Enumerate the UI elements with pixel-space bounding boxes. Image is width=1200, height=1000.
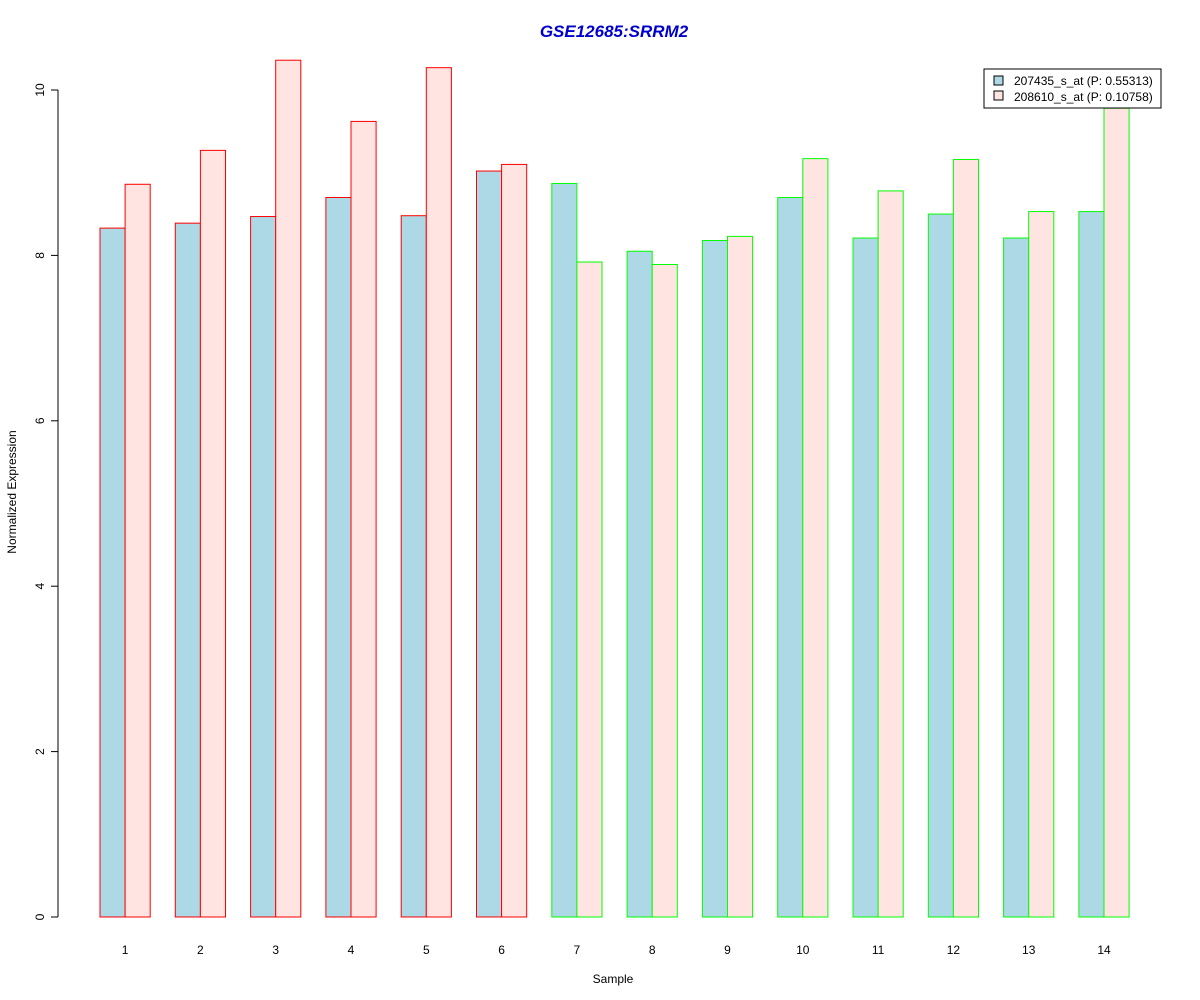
x-tick-label: 4 bbox=[348, 943, 355, 957]
y-tick-label: 6 bbox=[33, 417, 47, 424]
y-axis: 0 2 4 6 8 10 bbox=[33, 83, 59, 920]
bar-sample-9-series-2 bbox=[727, 235, 754, 918]
legend-swatch bbox=[993, 90, 1004, 101]
bar-sample-12-series-1 bbox=[927, 213, 954, 918]
x-tick-label: 5 bbox=[423, 943, 430, 957]
x-tick-label: 2 bbox=[197, 943, 204, 957]
bar-sample-14-series-1 bbox=[1078, 211, 1105, 918]
x-tick-label: 13 bbox=[1022, 943, 1036, 957]
x-tick-label: 8 bbox=[649, 943, 656, 957]
bar-sample-5-series-2 bbox=[425, 67, 452, 918]
bar-sample-3-series-1 bbox=[250, 216, 277, 918]
bar-sample-10-series-2 bbox=[802, 158, 829, 918]
bar-sample-12-series-2 bbox=[952, 158, 980, 918]
y-tick-label: 4 bbox=[33, 583, 47, 590]
y-tick-label: 10 bbox=[33, 83, 47, 97]
x-tick-label: 9 bbox=[724, 943, 731, 957]
bar-sample-8-series-2 bbox=[651, 263, 678, 918]
legend-label: 208610_s_at (P: 0.10758) bbox=[1014, 90, 1153, 104]
bar-sample-4-series-1 bbox=[325, 197, 352, 918]
y-axis-title: Normalized Expression bbox=[5, 430, 19, 553]
bar-sample-1-series-2 bbox=[124, 183, 151, 918]
bar-sample-7-series-2 bbox=[576, 261, 603, 918]
bar-sample-11-series-2 bbox=[877, 190, 904, 918]
bar-sample-2-series-2 bbox=[199, 149, 226, 918]
legend-swatch bbox=[993, 75, 1004, 86]
bar-sample-14-series-2 bbox=[1103, 107, 1130, 918]
y-tick-label: 8 bbox=[33, 252, 47, 259]
bar-sample-3-series-2 bbox=[275, 59, 302, 918]
bar-sample-8-series-1 bbox=[626, 250, 653, 918]
x-tick-label: 14 bbox=[1097, 943, 1111, 957]
x-tick-label: 6 bbox=[498, 943, 505, 957]
bar-sample-9-series-1 bbox=[701, 240, 729, 918]
x-axis-labels: 1 2 3 4 5 6 7 8 9 10 11 12 13 14 bbox=[122, 943, 1111, 957]
bar-sample-13-series-2 bbox=[1028, 211, 1055, 918]
x-tick-label: 7 bbox=[574, 943, 581, 957]
bar-sample-6-series-1 bbox=[476, 170, 503, 918]
chart-title: GSE12685:SRRM2 bbox=[540, 22, 689, 41]
x-axis-title: Sample bbox=[593, 972, 634, 986]
bar-sample-4-series-2 bbox=[350, 120, 377, 918]
bar-sample-1-series-1 bbox=[99, 227, 126, 918]
x-tick-label: 11 bbox=[872, 943, 885, 957]
bar-sample-10-series-1 bbox=[777, 197, 804, 918]
legend-label: 207435_s_at (P: 0.55313) bbox=[1014, 74, 1153, 88]
x-tick-label: 12 bbox=[947, 943, 961, 957]
bar-sample-6-series-2 bbox=[501, 163, 528, 918]
x-tick-label: 10 bbox=[796, 943, 810, 957]
y-tick-label: 0 bbox=[33, 913, 47, 920]
x-tick-label: 3 bbox=[272, 943, 279, 957]
bar-sample-11-series-1 bbox=[852, 237, 879, 918]
bars-layer bbox=[99, 59, 1130, 918]
bar-sample-2-series-1 bbox=[174, 222, 201, 918]
legend: 207435_s_at (P: 0.55313) 208610_s_at (P:… bbox=[983, 68, 1162, 109]
x-tick-label: 1 bbox=[122, 943, 129, 957]
bar-sample-7-series-1 bbox=[551, 182, 578, 918]
legend-box bbox=[983, 68, 1162, 109]
bar-sample-13-series-1 bbox=[1003, 237, 1030, 918]
bar-sample-5-series-1 bbox=[400, 215, 427, 918]
y-tick-label: 2 bbox=[33, 748, 47, 755]
